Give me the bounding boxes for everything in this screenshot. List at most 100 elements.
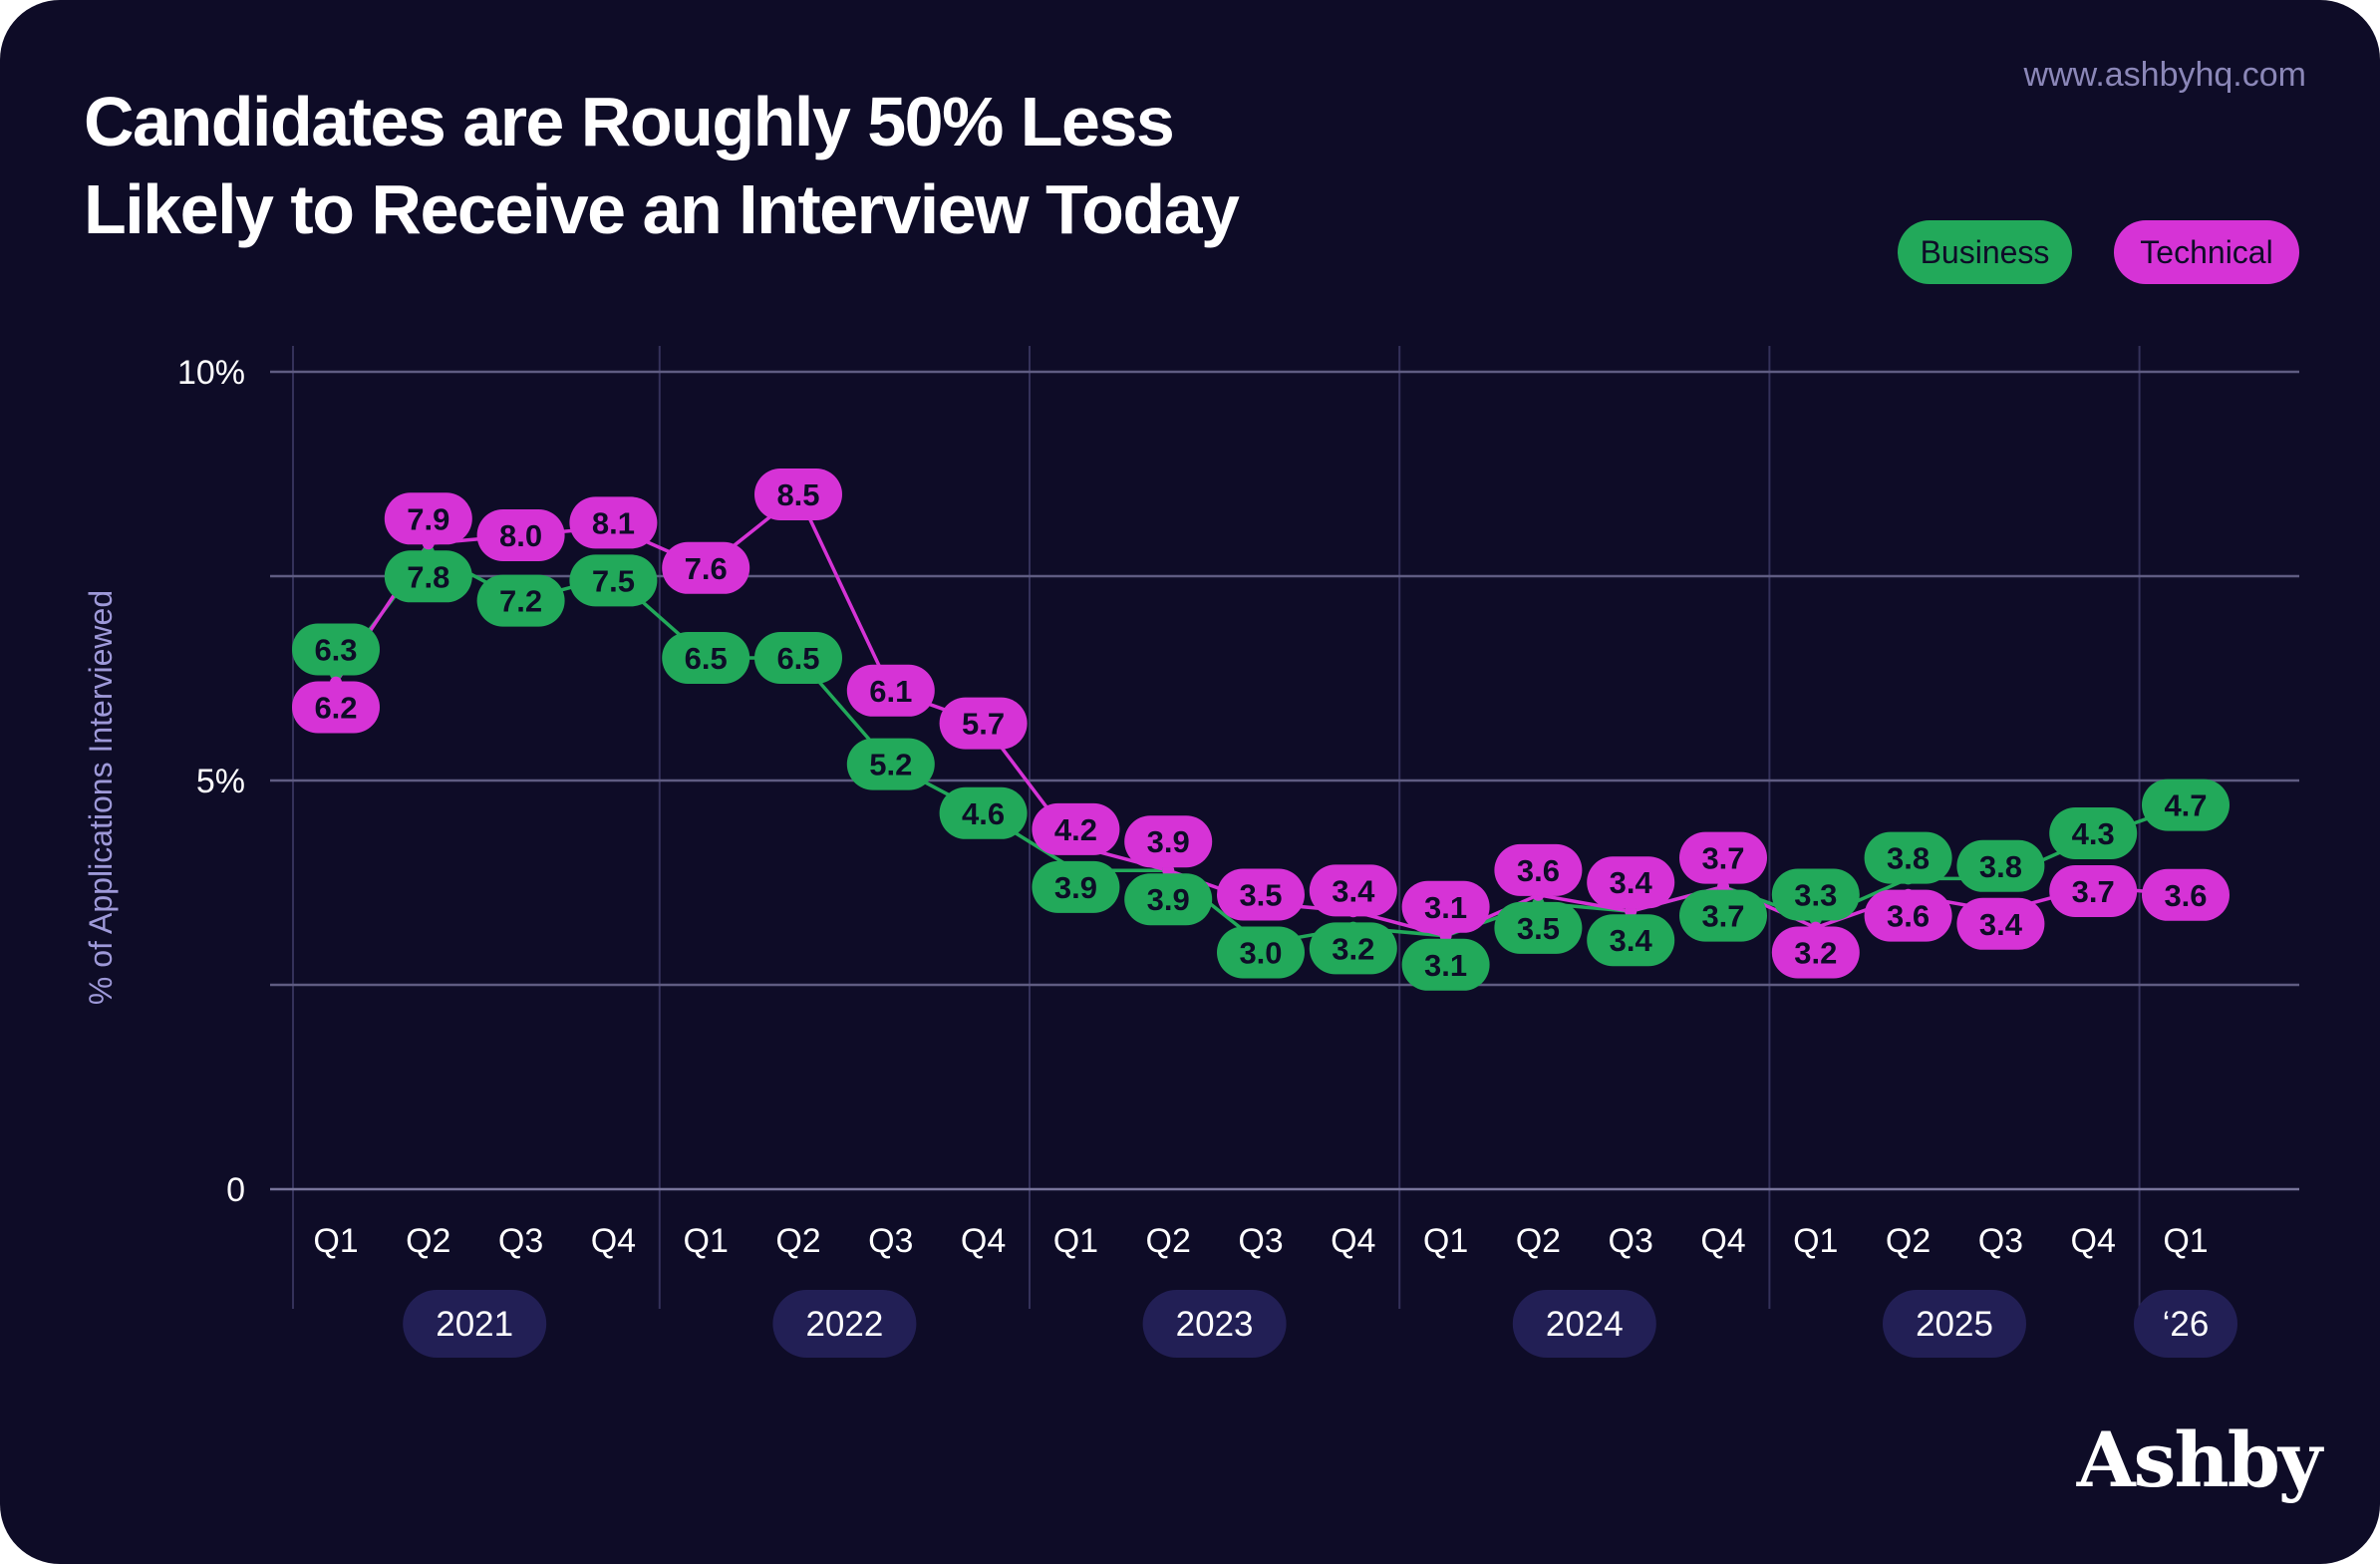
title-line-2: Likely to Receive an Interview Today	[84, 170, 1240, 248]
data-value: 3.7	[1701, 899, 1744, 934]
data-point	[662, 632, 750, 684]
data-point	[846, 664, 935, 717]
data-label-business: 7.8	[384, 550, 472, 603]
data-label-technical: 6.1	[846, 664, 935, 717]
data-label-business: 3.2	[1309, 922, 1397, 975]
data-value: 6.5	[685, 641, 728, 676]
data-point	[1587, 914, 1675, 967]
data-value: 6.3	[314, 633, 357, 668]
data-label-technical: 7.9	[384, 492, 472, 545]
data-value: 3.4	[1979, 907, 2023, 942]
year-pill: 2023	[1142, 1290, 1287, 1358]
data-value: 3.8	[1887, 841, 1930, 876]
data-label-business: 5.2	[846, 738, 935, 790]
data-point	[1217, 868, 1305, 921]
data-label-technical: 3.2	[1771, 926, 1860, 979]
data-point	[1494, 843, 1583, 896]
data-point	[476, 509, 565, 561]
data-value: 3.1	[1424, 890, 1467, 925]
data-point	[846, 738, 935, 790]
data-label-business: 4.7	[2142, 779, 2230, 831]
data-point	[2142, 779, 2230, 831]
data-label-business: 3.1	[1401, 938, 1490, 991]
data-label-business: 4.6	[939, 786, 1028, 839]
x-tick-label: Q4	[591, 1222, 636, 1260]
data-label-technical: 3.4	[1309, 864, 1397, 917]
year-pill-bg	[772, 1290, 917, 1358]
data-value: 4.3	[2072, 816, 2115, 851]
legend-technical: Technical	[2114, 220, 2299, 284]
data-label-business: 3.8	[1864, 831, 1952, 884]
data-point	[662, 541, 750, 594]
data-point	[1679, 889, 1767, 942]
data-value: 3.8	[1979, 849, 2022, 884]
year-pill: ‘26	[2134, 1290, 2237, 1358]
data-label-technical: 6.2	[292, 681, 380, 734]
data-value: 3.1	[1424, 948, 1467, 983]
data-value: 8.1	[592, 505, 635, 540]
data-value: 3.6	[2164, 878, 2207, 913]
x-tick-label: Q3	[1609, 1222, 1653, 1260]
x-tick-label: Q1	[1793, 1222, 1838, 1260]
data-value: 7.8	[407, 559, 449, 594]
data-point	[1771, 926, 1860, 979]
data-value: 3.5	[1517, 911, 1560, 946]
year-pill-bg	[2134, 1290, 2237, 1358]
data-point	[1124, 873, 1213, 926]
x-tick-label: Q2	[775, 1222, 820, 1260]
data-label-business: 6.3	[292, 623, 380, 676]
year-label: 2024	[1546, 1305, 1624, 1344]
data-point	[1032, 860, 1120, 913]
y-tick-label: 10%	[177, 354, 245, 392]
data-point	[569, 554, 658, 607]
year-label: ‘26	[2163, 1305, 2210, 1344]
data-value: 3.4	[1610, 923, 1653, 958]
data-value: 3.4	[1610, 865, 1653, 900]
data-point	[754, 632, 842, 684]
data-label-business: 4.3	[2049, 807, 2138, 859]
year-label: 2022	[805, 1305, 883, 1344]
data-label-business: 3.9	[1124, 873, 1213, 926]
data-value: 3.7	[1701, 841, 1744, 876]
data-value: 8.5	[776, 477, 819, 512]
data-value: 6.2	[314, 691, 357, 726]
data-point	[939, 697, 1028, 750]
data-point	[1309, 864, 1397, 917]
data-label-technical: 3.6	[1864, 889, 1952, 942]
data-label-technical: 3.1	[1401, 880, 1490, 933]
data-value: 3.7	[2072, 874, 2115, 909]
data-point	[1679, 831, 1767, 884]
data-label-business: 3.0	[1217, 926, 1305, 979]
x-tick-label: Q4	[1700, 1222, 1745, 1260]
data-point	[384, 550, 472, 603]
data-label-technical: 8.0	[476, 509, 565, 561]
data-point	[939, 786, 1028, 839]
data-value: 3.2	[1332, 931, 1374, 966]
data-point	[2142, 868, 2230, 921]
data-label-business: 3.5	[1494, 901, 1583, 954]
chart-title: Candidates are Roughly 50% Less Likely t…	[84, 78, 1240, 253]
x-tick-label: Q2	[1146, 1222, 1191, 1260]
year-pill-bg	[1512, 1290, 1656, 1358]
x-tick-label: Q3	[1238, 1222, 1283, 1260]
data-value: 3.2	[1794, 936, 1837, 971]
y-tick-label: 0	[226, 1171, 245, 1209]
data-label-technical: 7.6	[662, 541, 750, 594]
x-tick-label: Q4	[961, 1222, 1006, 1260]
data-label-business: 3.7	[1679, 889, 1767, 942]
website-url: www.ashbyhq.com	[2023, 56, 2306, 94]
data-label-technical: 3.7	[2049, 865, 2138, 917]
data-value: 3.5	[1239, 878, 1282, 913]
data-value: 7.9	[407, 501, 449, 536]
data-point	[1494, 901, 1583, 954]
data-label-technical: 5.7	[939, 697, 1028, 750]
data-label-technical: 3.4	[1956, 897, 2045, 950]
year-label: 2021	[436, 1305, 513, 1344]
y-axis-label: % of Applications Interviewed	[83, 590, 119, 1005]
data-label-technical: 3.4	[1587, 856, 1675, 909]
data-label-technical: 3.6	[1494, 843, 1583, 896]
data-value: 3.9	[1147, 882, 1190, 917]
data-label-business: 6.5	[754, 632, 842, 684]
